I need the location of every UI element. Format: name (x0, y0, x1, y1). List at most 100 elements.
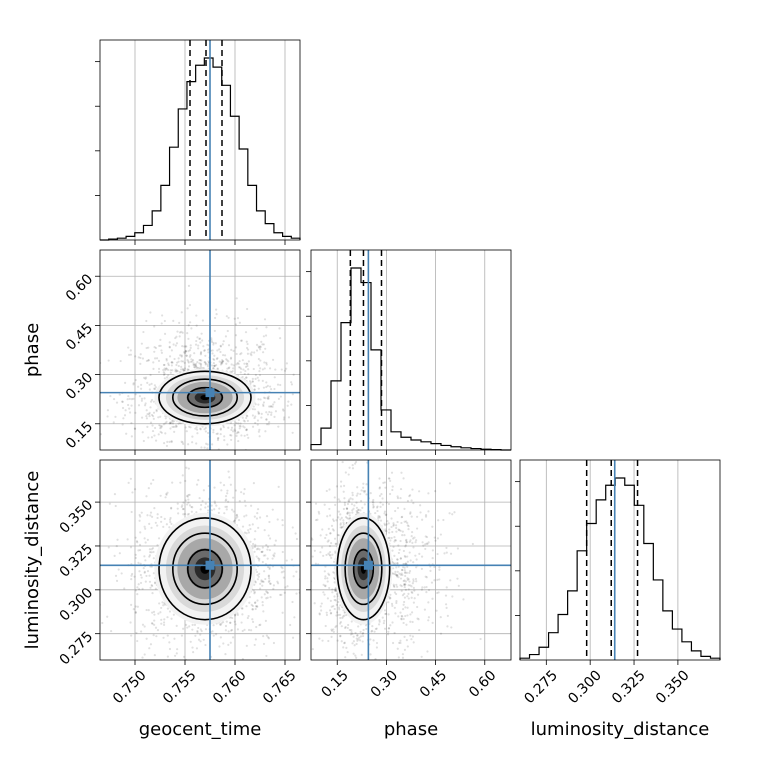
sample-point (378, 486, 382, 489)
sample-point (435, 609, 438, 612)
sample-point (242, 492, 245, 495)
sample-point (124, 381, 127, 385)
sample-point (153, 654, 156, 657)
sample-point (259, 367, 262, 370)
sample-point (226, 367, 229, 370)
sample-point (238, 424, 241, 428)
sample-point (407, 588, 410, 591)
sample-point (168, 422, 171, 425)
sample-point (207, 509, 210, 512)
sample-point (393, 455, 395, 457)
sample-point (403, 583, 407, 586)
sample-point (355, 656, 358, 659)
sample-point (307, 585, 309, 587)
sample-point (169, 520, 172, 524)
sample-point (281, 550, 284, 554)
sample-point (203, 446, 206, 449)
sample-point (261, 343, 264, 346)
sample-point (247, 628, 251, 632)
sample-point (107, 359, 110, 362)
sample-point (267, 534, 270, 537)
sample-point (326, 580, 329, 583)
sample-point (163, 517, 166, 521)
sample-point (177, 512, 180, 515)
sample-point (354, 682, 356, 684)
sample-point (159, 611, 162, 614)
sample-point (164, 417, 167, 420)
sample-point (403, 566, 406, 569)
sample-point (230, 348, 233, 351)
sample-point (255, 517, 259, 520)
sample-point (387, 502, 391, 506)
sample-point (425, 576, 428, 579)
sample-point (189, 354, 192, 357)
sample-point (357, 508, 360, 511)
sample-point (278, 327, 281, 330)
sample-point (372, 506, 375, 509)
sample-point (150, 413, 154, 417)
sample-point (257, 557, 260, 560)
sample-point (184, 345, 187, 348)
sample-point (411, 591, 414, 594)
sample-point (176, 507, 179, 510)
sample-point (412, 546, 415, 549)
sample-point (410, 596, 413, 599)
sample-point (188, 303, 192, 307)
sample-point (189, 640, 192, 643)
sample-point (439, 616, 442, 619)
sample-point (212, 634, 215, 637)
sample-point (408, 551, 411, 554)
sample-point (304, 574, 306, 576)
sample-point (166, 491, 169, 494)
sample-point (262, 580, 265, 583)
sample-point (204, 426, 207, 429)
hist-luminosity_distance-grid (545, 460, 679, 660)
sample-point (329, 532, 332, 535)
sample-point (424, 575, 427, 578)
sample-point (174, 424, 178, 427)
sample-point (195, 442, 198, 445)
sample-point (166, 440, 169, 443)
sample-point (336, 533, 340, 537)
sample-point (185, 494, 189, 498)
sample-point (224, 505, 227, 508)
sample-point (129, 621, 132, 624)
sample-point (448, 482, 452, 485)
sample-point (210, 340, 214, 344)
sample-point (409, 539, 412, 542)
sample-point (339, 485, 343, 488)
sample-point (232, 364, 235, 367)
sample-point (404, 545, 407, 548)
sample-point (223, 512, 226, 515)
sample-point (237, 362, 240, 366)
sample-point (437, 519, 440, 522)
panel-frame (99, 249, 301, 451)
sample-point (390, 471, 394, 474)
sample-point (414, 577, 418, 581)
sample-point (253, 545, 257, 549)
sample-point (134, 553, 137, 556)
sample-point (257, 345, 260, 348)
sample-point (402, 603, 405, 606)
sample-point (292, 575, 295, 578)
sample-point (202, 489, 205, 492)
sample-point (356, 639, 359, 642)
sample-point (339, 621, 343, 624)
sample-point (202, 345, 205, 348)
sample-point (341, 616, 344, 619)
sample-point (146, 425, 149, 428)
contour-line (344, 532, 383, 606)
sample-point (280, 368, 283, 371)
sample-point (194, 343, 198, 346)
sample-point (153, 426, 157, 430)
sample-point (154, 664, 156, 666)
sample-point (206, 447, 209, 450)
sample-point (390, 536, 393, 540)
sample-point (143, 397, 146, 400)
sample-point (270, 405, 273, 408)
sample-point (188, 355, 191, 358)
sample-point (351, 642, 354, 645)
sample-point (290, 558, 294, 561)
sample-point (219, 345, 223, 348)
sample-point (386, 633, 390, 636)
